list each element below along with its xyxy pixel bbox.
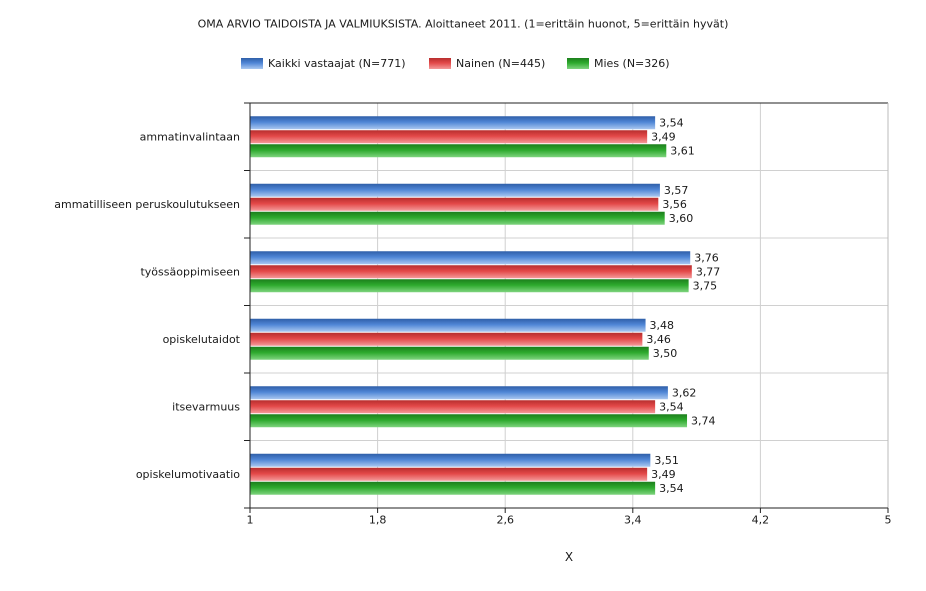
bar [250,211,665,225]
legend: Kaikki vastaajat (N=771) Nainen (N=445) Mi… [241,57,670,70]
data-label-group: 3,57 [664,184,689,197]
bar [250,386,668,400]
bar [250,251,691,265]
category-label: ammatilliseen peruskoulutukseen [54,198,240,211]
data-label-group: 3,54 [659,482,684,495]
data-label-group: 3,77 [696,265,721,278]
x-tick-label-group: 5 [885,514,892,527]
legend-label-group: Nainen (N=445) [456,57,545,70]
data-label-group: 3,49 [651,130,676,143]
legend-label: Kaikki vastaajat (N=771) [268,57,406,70]
data-label: 3,77 [696,265,721,278]
x-tick-label-group: 4,2 [752,514,770,527]
bar [250,414,688,428]
bars [250,116,692,495]
x-tick-label: 1,8 [369,514,387,527]
data-label: 3,76 [694,251,719,264]
category-label-group: työssäoppimiseen [140,265,240,278]
data-label: 3,62 [672,386,697,399]
x-tick-label: 2,6 [496,514,514,527]
legend-swatch [429,58,451,69]
x-tick-label: 4,2 [752,514,770,527]
category-label-group: opiskelumotivaatio [136,468,240,481]
data-label: 3,74 [691,414,716,427]
data-label: 3,49 [651,468,676,481]
axis-title: X [565,550,573,564]
legend-swatch [241,58,263,69]
data-label-group: 3,48 [650,319,675,332]
data-label-group: 3,54 [659,116,684,129]
legend-label: Nainen (N=445) [456,57,545,70]
data-label-group: 3,46 [646,333,671,346]
category-label: opiskelutaidot [163,333,241,346]
data-label-group: 3,54 [659,400,684,413]
data-label: 3,60 [669,212,694,225]
data-label-group: 3,60 [669,212,694,225]
labels: 1 1,8 2,6 3,4 4,2 5opiskelumotivaatio3,543,49… [54,116,891,526]
category-label: ammatinvalintaan [140,130,240,143]
category-label: työssäoppimiseen [140,265,240,278]
bar [250,318,646,332]
data-label: 3,51 [654,454,679,467]
bar [250,130,648,144]
bar [250,144,667,158]
bar [250,481,656,495]
category-label: opiskelumotivaatio [136,468,240,481]
data-label: 3,54 [659,400,684,413]
category-label-group: itsevarmuus [172,400,240,413]
data-label: 3,50 [653,347,678,360]
x-tick-label: 5 [885,514,892,527]
x-tick-label: 1 [247,514,254,527]
chart-title: OMA ARVIO TAIDOISTA JA VALMIUKSISTA. Alo… [198,18,729,31]
category-label: itsevarmuus [172,400,240,413]
data-label-group: 3,74 [691,414,716,427]
legend-swatch [567,58,589,69]
data-label-group: 3,75 [693,279,718,292]
category-label-group: ammatinvalintaan [140,130,240,143]
legend-label-group: Mies (N=326) [594,57,670,70]
data-label: 3,48 [650,319,675,332]
data-label-group: 3,51 [654,454,679,467]
axis-title-group: X [565,550,573,564]
legend-label: Mies (N=326) [594,57,670,70]
data-label: 3,46 [646,333,671,346]
bar [250,116,656,130]
bar [250,400,656,414]
grid [244,102,889,513]
bar [250,265,692,279]
category-label-group: opiskelutaidot [163,333,241,346]
data-label-group: 3,50 [653,347,678,360]
data-label: 3,54 [659,116,684,129]
bar [250,183,660,197]
bar [250,467,648,481]
data-label-group: 3,61 [670,144,695,157]
x-tick-label-group: 1 [247,514,254,527]
x-tick-label-group: 1,8 [369,514,387,527]
bar [250,346,649,360]
legend-label-group: Kaikki vastaajat (N=771) [268,57,406,70]
data-label-group: 3,56 [662,198,687,211]
data-label: 3,54 [659,482,684,495]
bar [250,197,659,211]
data-label: 3,61 [670,144,695,157]
x-tick-label: 3,4 [624,514,642,527]
chart-title-group: OMA ARVIO TAIDOISTA JA VALMIUKSISTA. Alo… [198,18,729,31]
data-label: 3,57 [664,184,689,197]
data-label: 3,49 [651,130,676,143]
bar [250,279,689,293]
x-tick-label-group: 2,6 [496,514,514,527]
x-tick-label-group: 3,4 [624,514,642,527]
data-label-group: 3,49 [651,468,676,481]
axes [249,102,889,509]
data-label-group: 3,62 [672,386,697,399]
data-label: 3,56 [662,198,687,211]
data-label: 3,75 [693,279,718,292]
category-label-group: ammatilliseen peruskoulutukseen [54,198,240,211]
data-label-group: 3,76 [694,251,719,264]
bar [250,453,651,467]
bar [250,332,643,346]
